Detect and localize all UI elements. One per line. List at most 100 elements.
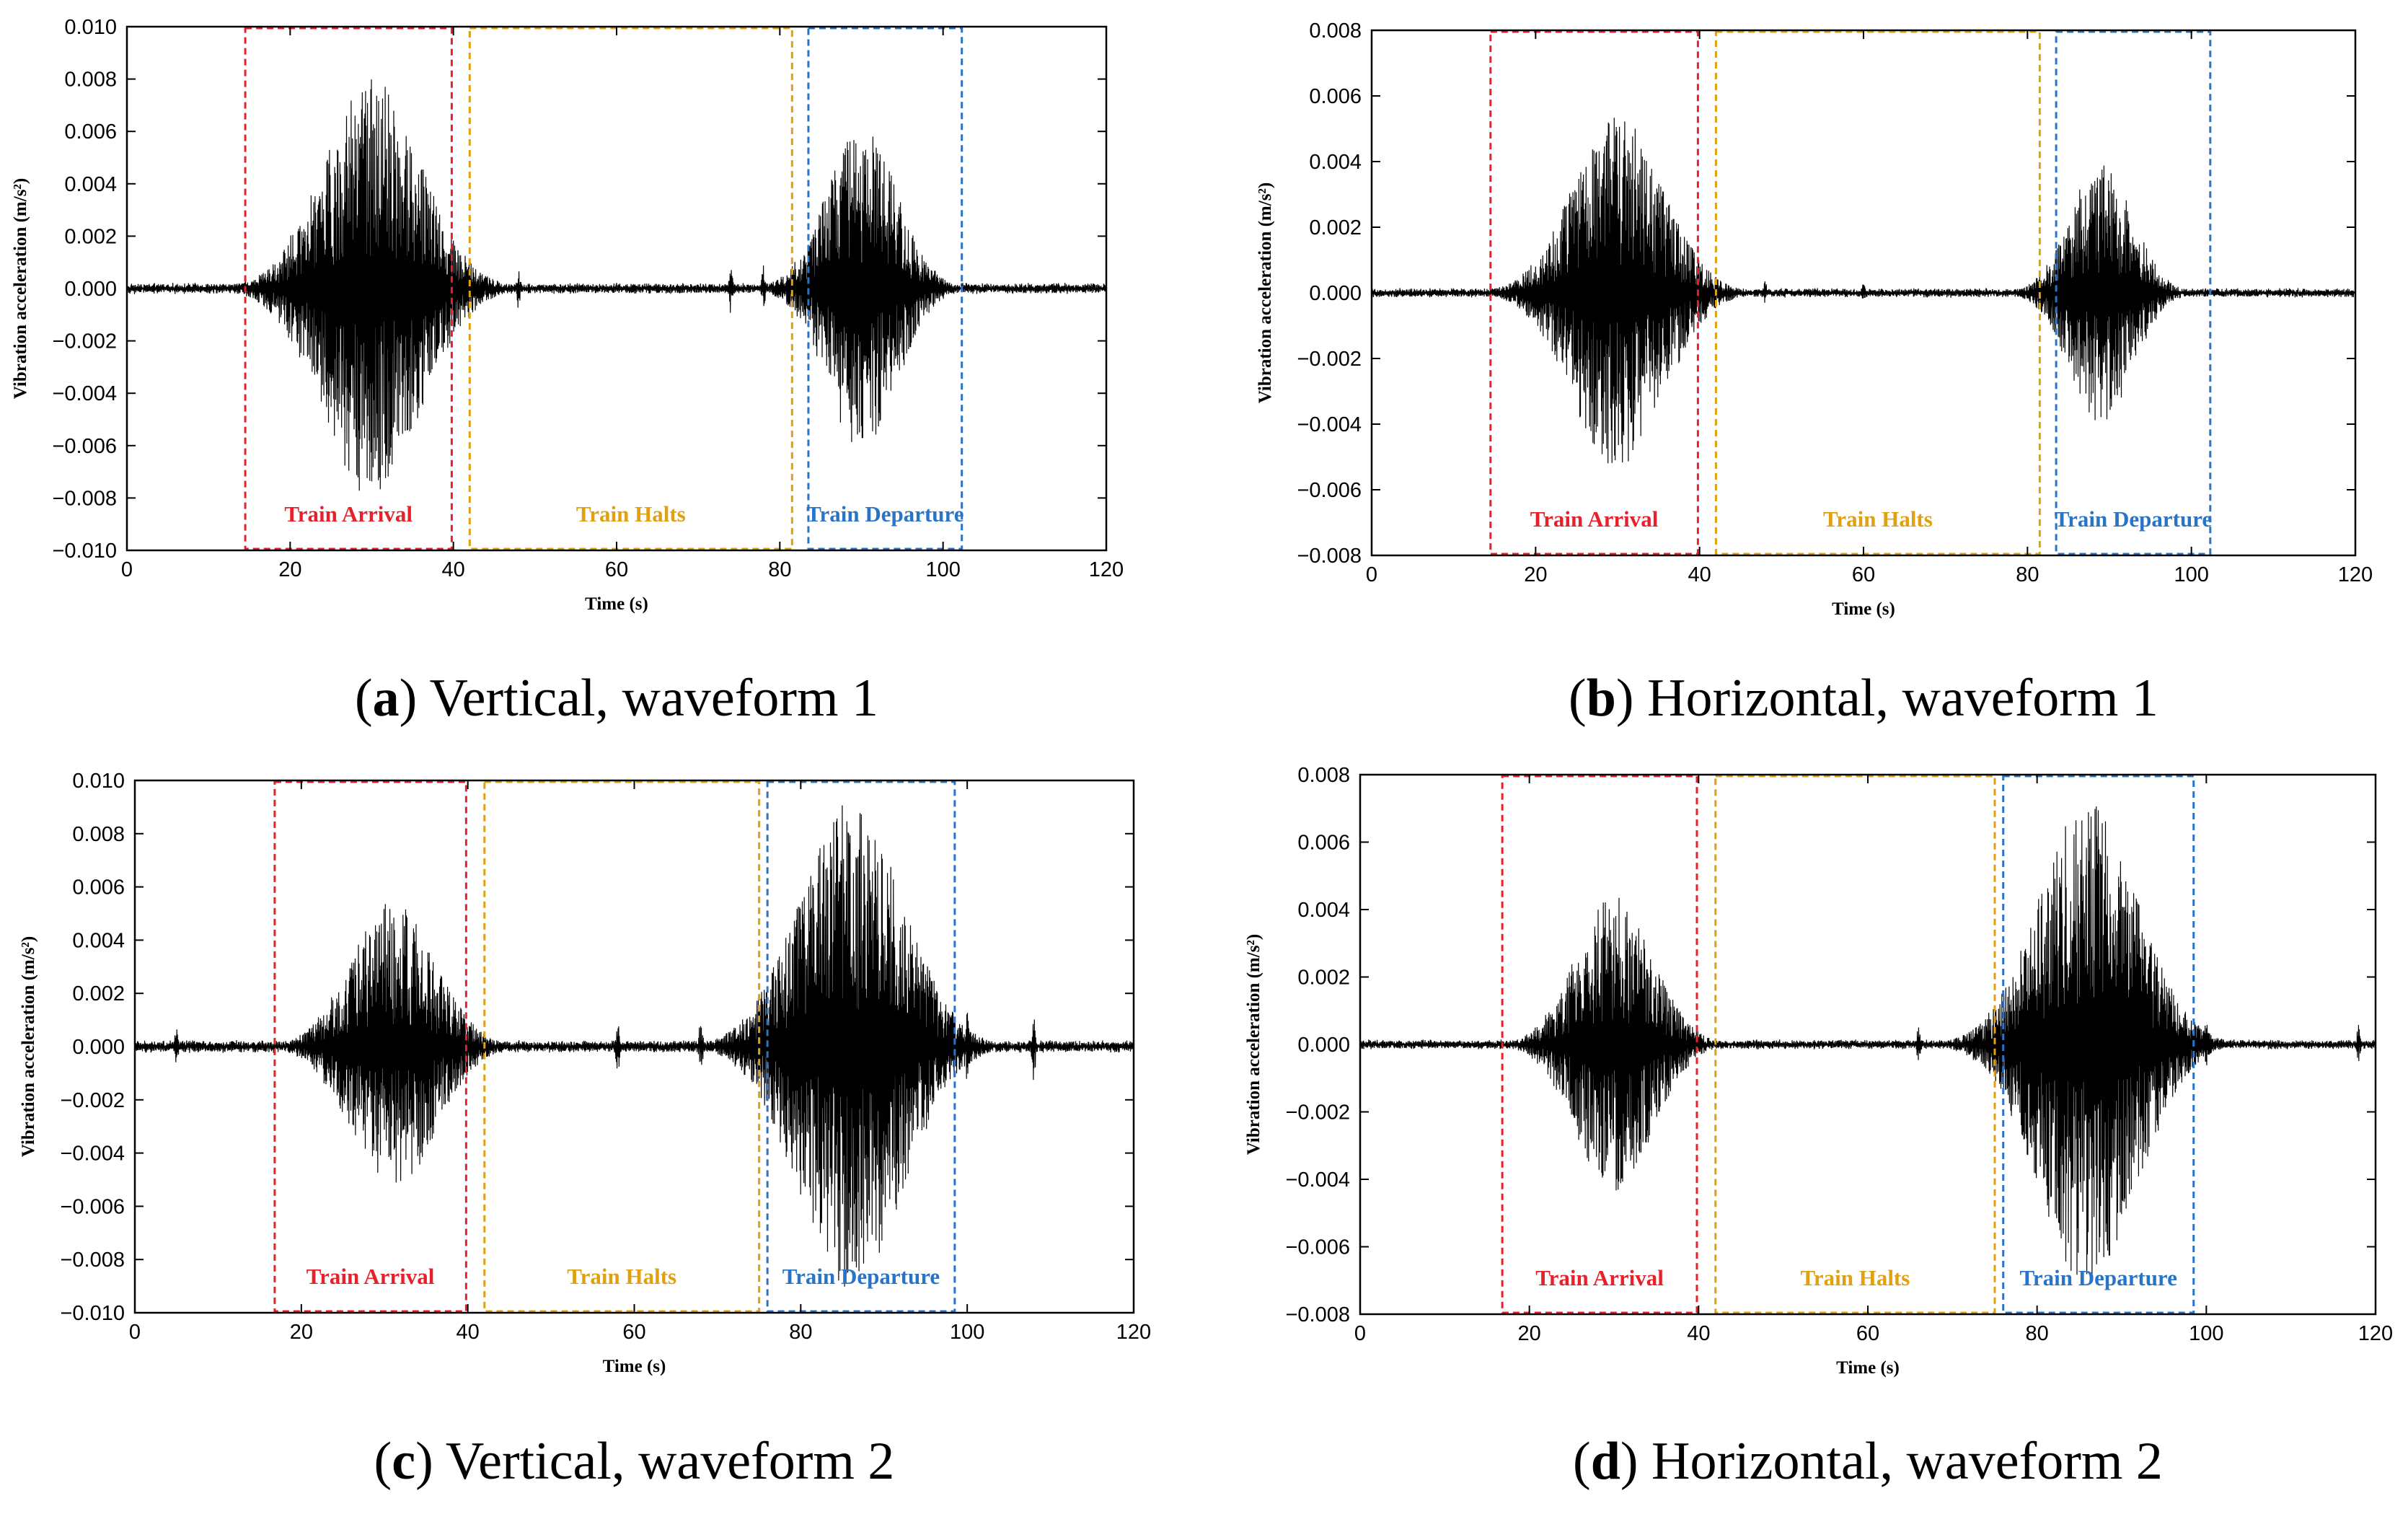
y-tick-label: 0.006 <box>72 876 125 899</box>
x-tick-label: 120 <box>2358 1322 2393 1345</box>
panel-caption: (c) Vertical, waveform 2 <box>374 1432 895 1491</box>
y-tick-label: −0.006 <box>1285 1236 1350 1259</box>
panel-b: Train Arrival Train Halts Train Departure 0… <box>1256 19 2373 728</box>
region-box-3 <box>2055 30 2212 555</box>
y-tick-label: 0.008 <box>1309 19 1362 43</box>
region-box-3 <box>766 780 956 1313</box>
x-axis-title: Time (s) <box>1832 599 1895 619</box>
y-tick-label: 0.002 <box>64 225 117 248</box>
y-tick-label: −0.010 <box>60 1302 125 1325</box>
x-tick-label: 120 <box>1089 558 1124 581</box>
x-tick-label: 0 <box>129 1321 141 1344</box>
x-tick-label: 40 <box>442 558 465 581</box>
y-tick-label: 0.010 <box>72 770 125 793</box>
y-tick-label: 0.006 <box>1309 85 1362 108</box>
x-tick-label: 60 <box>1856 1322 1879 1345</box>
x-tick-label: 80 <box>2016 563 2039 586</box>
region-label: Train Departure <box>2055 506 2212 532</box>
y-tick-label: 0.006 <box>64 120 117 144</box>
y-tick-label: −0.006 <box>52 435 117 458</box>
region-box-3 <box>2002 775 2195 1314</box>
y-tick-label: −0.002 <box>1297 348 1362 371</box>
region-box-1 <box>244 27 453 550</box>
region-label: Train Halts <box>1800 1265 1910 1290</box>
y-axis-title: Vibration acceleration (m/s²) <box>1256 182 1275 404</box>
x-tick-label: 40 <box>1687 1322 1710 1345</box>
y-axis-title: Vibration acceleration (m/s²) <box>11 178 30 400</box>
y-tick-label: −0.006 <box>60 1195 125 1218</box>
y-tick-label: 0.004 <box>1309 151 1362 174</box>
region-label: Train Departure <box>782 1264 940 1289</box>
region-box-1 <box>1501 775 1698 1314</box>
y-tick-label: −0.004 <box>52 382 117 405</box>
x-tick-label: 0 <box>1366 563 1377 586</box>
panel-a: Train Arrival Train Halts Train Departure 0… <box>11 16 1124 728</box>
x-tick-label: 60 <box>1852 563 1875 586</box>
y-tick-label: 0.004 <box>72 929 125 952</box>
x-tick-label: 60 <box>622 1321 645 1344</box>
region-label: Train Halts <box>1823 506 1933 532</box>
signal-trace <box>1359 806 2376 1281</box>
y-tick-label: −0.008 <box>1297 545 1362 568</box>
panel-d: Train Arrival Train Halts Train Departure 0… <box>1244 764 2393 1491</box>
x-axis-title: Time (s) <box>585 594 648 614</box>
region-box-3 <box>807 27 963 550</box>
x-tick-label: 40 <box>457 1321 480 1344</box>
y-tick-label: −0.004 <box>60 1143 125 1166</box>
y-tick-label: 0.002 <box>1309 216 1362 239</box>
region-box-1 <box>273 780 467 1313</box>
x-tick-label: 80 <box>768 558 791 581</box>
signal-trace <box>126 79 1107 491</box>
y-tick-label: −0.008 <box>60 1249 125 1272</box>
x-tick-label: 80 <box>789 1321 812 1344</box>
x-tick-label: 100 <box>925 558 960 581</box>
region-label: Train Arrival <box>306 1264 435 1289</box>
region-label: Train Arrival <box>1530 506 1659 532</box>
x-tick-label: 80 <box>2026 1322 2049 1345</box>
x-tick-label: 120 <box>2338 563 2373 586</box>
y-tick-label: −0.010 <box>52 540 117 563</box>
y-axis-title: Vibration acceleration (m/s²) <box>1244 934 1263 1156</box>
panel-caption: (b) Horizontal, waveform 1 <box>1569 669 2158 728</box>
panel-caption: (a) Vertical, waveform 1 <box>355 669 878 728</box>
y-tick-label: −0.002 <box>1285 1101 1350 1125</box>
x-tick-label: 60 <box>605 558 628 581</box>
y-tick-label: 0.006 <box>1297 832 1350 855</box>
x-tick-label: 20 <box>1524 563 1547 586</box>
x-tick-label: 0 <box>121 558 133 581</box>
region-box-2 <box>1714 30 2041 555</box>
region-label: Train Departure <box>806 501 963 527</box>
y-tick-label: −0.008 <box>52 487 117 510</box>
region-label: Train Halts <box>576 501 686 527</box>
y-tick-label: −0.006 <box>1297 479 1362 502</box>
y-tick-label: 0.000 <box>72 1036 125 1059</box>
y-tick-label: 0.004 <box>64 173 117 196</box>
y-tick-label: 0.008 <box>72 823 125 846</box>
y-tick-label: −0.002 <box>52 330 117 353</box>
signal-trace <box>134 805 1134 1287</box>
x-tick-label: 20 <box>290 1321 313 1344</box>
x-tick-label: 20 <box>278 558 301 581</box>
x-axis-title: Time (s) <box>603 1357 666 1376</box>
x-tick-label: 0 <box>1354 1322 1366 1345</box>
y-tick-label: 0.000 <box>64 278 117 301</box>
x-tick-label: 40 <box>1688 563 1711 586</box>
y-tick-label: −0.008 <box>1285 1303 1350 1326</box>
region-box-2 <box>1714 775 1996 1314</box>
x-tick-label: 100 <box>950 1321 984 1344</box>
y-tick-label: 0.002 <box>1297 967 1350 990</box>
x-tick-label: 100 <box>2189 1322 2223 1345</box>
region-label: Train Departure <box>2019 1265 2177 1290</box>
y-tick-label: 0.002 <box>72 982 125 1005</box>
y-tick-label: −0.002 <box>60 1089 125 1112</box>
y-tick-label: 0.008 <box>64 69 117 92</box>
panel-caption: (d) Horizontal, waveform 2 <box>1573 1432 2163 1491</box>
y-tick-label: 0.000 <box>1309 282 1362 305</box>
x-tick-label: 20 <box>1518 1322 1541 1345</box>
y-tick-label: 0.008 <box>1297 764 1350 787</box>
region-box-1 <box>1489 30 1699 555</box>
y-tick-label: −0.004 <box>1297 413 1362 436</box>
region-label: Train Arrival <box>284 501 413 527</box>
y-tick-label: 0.010 <box>64 16 117 39</box>
